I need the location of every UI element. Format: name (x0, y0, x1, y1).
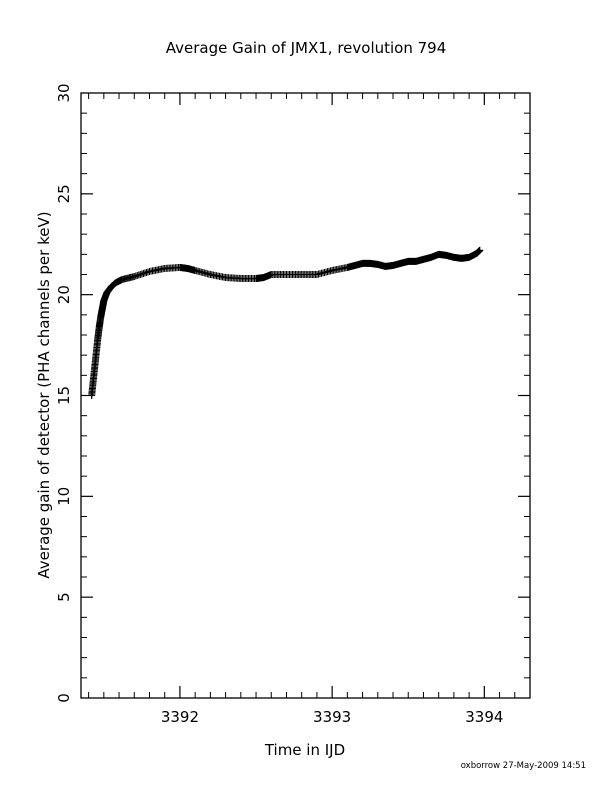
y-axis-label: Average gain of detector (PHA channels p… (35, 211, 53, 578)
footer-stamp: oxborrow 27-May-2009 14:51 (461, 761, 586, 771)
x-minor-ticks (88, 93, 516, 698)
y-tick-label: 20 (55, 285, 73, 304)
x-tick-label: 3392 (161, 708, 199, 726)
y-tick-labels: 0 5 10 15 20 25 30 (55, 83, 73, 702)
y-minor-ticks (81, 112, 530, 679)
y-tick-label: 10 (55, 487, 73, 506)
y-tick-label: 15 (55, 386, 73, 405)
data-point (476, 246, 484, 254)
x-tick-labels: 3392 3393 3394 (161, 708, 504, 726)
y-tick-label: 25 (55, 184, 73, 203)
data-points (88, 246, 484, 399)
x-tick-label: 3394 (465, 708, 503, 726)
y-tick-label: 5 (55, 592, 73, 602)
y-major-ticks (81, 193, 530, 598)
x-major-ticks (179, 93, 485, 698)
x-axis-label: Time in IJD (264, 741, 345, 759)
y-tick-label: 30 (55, 83, 73, 102)
plot-frame (80, 92, 531, 699)
x-tick-label: 3393 (313, 708, 351, 726)
y-tick-label: 0 (55, 693, 73, 703)
chart-title: Average Gain of JMX1, revolution 794 (166, 39, 447, 57)
